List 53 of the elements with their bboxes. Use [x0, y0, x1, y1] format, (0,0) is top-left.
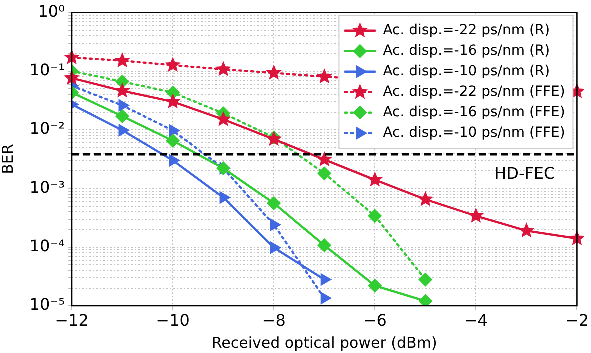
point — [317, 69, 332, 84]
point — [418, 192, 433, 206]
x-tick-label: −6 — [363, 310, 387, 330]
legend-label: Ac. disp.=-22 ps/nm (R) — [383, 22, 550, 38]
point — [270, 219, 281, 231]
y-axis-title: BER — [0, 144, 17, 174]
point — [166, 58, 180, 72]
point — [368, 172, 382, 186]
point — [166, 134, 180, 148]
point — [216, 112, 231, 126]
point — [64, 70, 80, 84]
y-tick-label: 10⁻³ — [30, 178, 65, 197]
point — [266, 66, 282, 80]
point — [320, 274, 332, 286]
point — [115, 84, 130, 98]
point — [469, 208, 484, 222]
point — [216, 62, 231, 76]
point — [418, 273, 432, 287]
point — [169, 154, 180, 167]
point — [118, 124, 130, 136]
point — [270, 242, 281, 254]
point — [118, 100, 130, 112]
legend-label: Ac. disp.=-10 ps/nm (FFE) — [383, 124, 566, 141]
y-tick-label: 10⁻² — [30, 119, 65, 138]
legend-label: Ac. disp.=-10 ps/nm (R) — [383, 63, 550, 80]
point — [116, 110, 130, 124]
x-tick-label: −10 — [156, 310, 190, 330]
point — [368, 279, 382, 293]
point — [368, 209, 382, 223]
legend-label: Ac. disp.=-16 ps/nm (FFE) — [383, 104, 566, 120]
point — [318, 238, 332, 252]
point — [216, 162, 230, 176]
point — [267, 196, 281, 210]
point — [418, 294, 432, 306]
point — [520, 223, 534, 238]
point — [318, 166, 332, 180]
point — [166, 94, 180, 108]
point — [320, 292, 332, 304]
point — [220, 192, 230, 204]
x-tick-label: −8 — [262, 310, 286, 330]
point — [64, 50, 80, 64]
x-axis-title: Received optical power (dBm) — [212, 334, 438, 352]
legend-label: Ac. disp.=-22 ps/nm (FFE) — [383, 84, 566, 100]
y-tick-label: 10⁻⁴ — [30, 236, 65, 256]
x-tick-label: −4 — [464, 310, 488, 330]
legend-label: Ac. disp.=-16 ps/nm (R) — [383, 42, 550, 59]
y-tick-label: 10⁰ — [38, 2, 65, 21]
x-tick-label: −2 — [565, 310, 590, 330]
point — [115, 53, 130, 68]
point — [317, 152, 332, 166]
point — [169, 124, 180, 137]
ref-line-label: HD-FEC — [494, 164, 556, 183]
y-tick-label: 10⁻¹ — [30, 60, 65, 80]
